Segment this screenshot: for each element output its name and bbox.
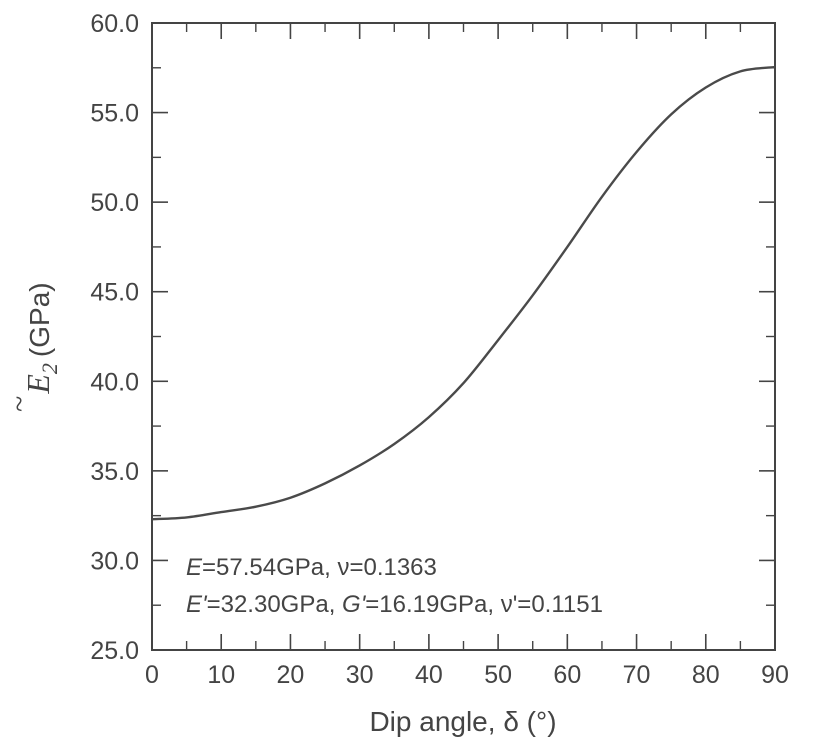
- x-axis-label: Dip angle, δ (°): [369, 706, 556, 737]
- annotation-segment: =32.30GPa,: [207, 591, 342, 618]
- svg-text:E2(GPa): E2 (GPa): [20, 282, 62, 394]
- x-tick-label: 0: [145, 661, 159, 689]
- x-tick-label: 20: [277, 661, 305, 689]
- tick-labels: 0 10 20 30 40 50 60 70 80 90 25.0 30.0 35.0 40.0 45.0 5…: [90, 10, 789, 689]
- x-tick-label: 80: [692, 661, 720, 689]
- y-tick-label: 35.0: [90, 458, 139, 486]
- annotation-segment: E': [186, 591, 208, 618]
- y-tick-label: 60.0: [90, 10, 139, 38]
- ticks: [151, 22, 776, 651]
- y-tick-label: 45.0: [90, 279, 139, 307]
- annotation-line-1: E=57.54GPa, ν=0.1363: [186, 554, 437, 581]
- annotation-line-2: E'=32.30GPa, G'=16.19GPa, ν'=0.1151: [186, 591, 603, 618]
- annotation-segment: G': [342, 591, 367, 618]
- y-tick-label: 30.0: [90, 547, 139, 575]
- y-axis-label-unit: (GPa): [24, 282, 55, 357]
- annotation-segment: E: [186, 554, 203, 581]
- x-tick-label: 10: [207, 661, 235, 689]
- series-line: [151, 65, 776, 521]
- y-axis-label: E2 (GPa) ~: [3, 282, 62, 412]
- x-tick-label: 50: [484, 661, 512, 689]
- x-tick-label: 60: [553, 661, 581, 689]
- x-tick-label: 90: [761, 661, 789, 689]
- y-axis-label-tilde: ~: [3, 396, 36, 412]
- y-tick-label: 55.0: [90, 100, 139, 128]
- y-axis-label-subscript: 2: [37, 363, 62, 374]
- annotation-segment: =16.19GPa, ν'=0.1151: [365, 591, 603, 618]
- x-tick-label: 70: [623, 661, 651, 689]
- y-tick-label: 25.0: [90, 637, 139, 665]
- x-tick-label: 40: [415, 661, 443, 689]
- series-layer: [151, 65, 776, 521]
- y-axis-label-symbol: E: [20, 374, 56, 395]
- y-tick-label: 40.0: [90, 368, 139, 396]
- y-tick-label: 50.0: [90, 189, 139, 217]
- annotation-segment: =57.54GPa, ν=0.1363: [202, 554, 437, 581]
- x-tick-label: 30: [346, 661, 374, 689]
